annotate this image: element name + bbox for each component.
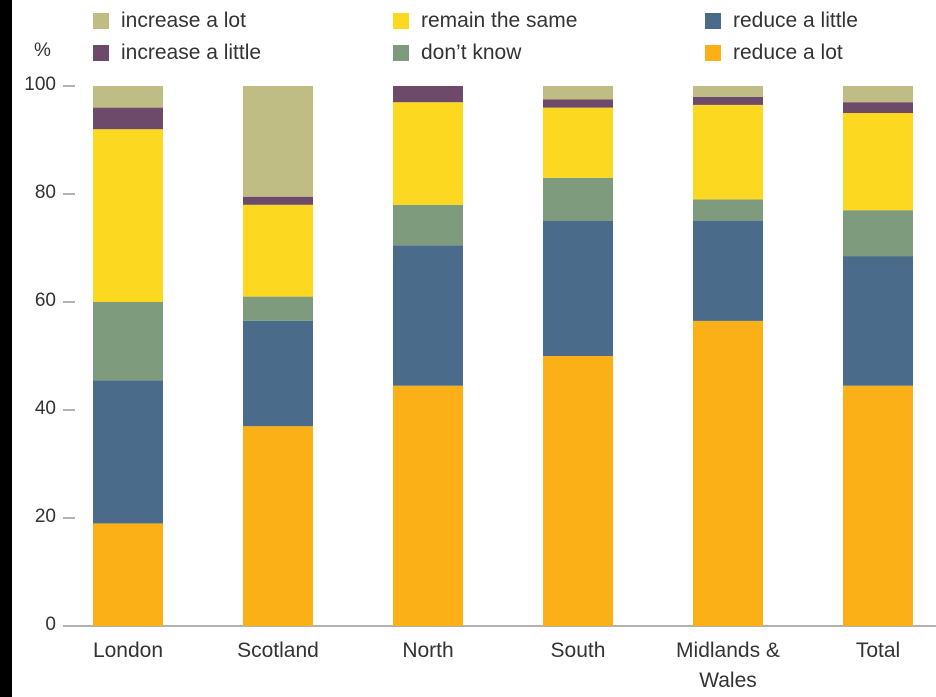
bar-segment-increase-a-lot: [693, 86, 763, 97]
legend-swatch: [705, 13, 721, 29]
bar-segment-remain-the-same: [693, 104, 763, 200]
bar-segment-don-t-know: [543, 177, 613, 221]
bar-segment-reduce-a-little: [543, 221, 613, 356]
y-axis-unit-label: %: [34, 40, 51, 61]
bar-segment-reduce-a-little: [843, 256, 913, 386]
legend-swatch: [705, 45, 721, 61]
legend-label: don’t know: [421, 41, 522, 64]
x-tick-label: Scotland: [237, 639, 319, 662]
bar-segment-don-t-know: [393, 204, 463, 246]
bar-segment-reduce-a-lot: [843, 385, 913, 626]
x-tick-label: Midlands & Wales: [676, 639, 780, 692]
legend-label: increase a lot: [121, 9, 246, 32]
bar-segment-remain-the-same: [393, 102, 463, 205]
bar-segment-don-t-know: [243, 296, 313, 321]
chart-panel: [12, 0, 936, 697]
bar-segment-reduce-a-little: [393, 245, 463, 386]
bar-segment-increase-a-little: [843, 102, 913, 113]
y-tick-label: 100: [24, 74, 56, 95]
bar-segment-remain-the-same: [843, 113, 913, 211]
legend-label: reduce a little: [733, 9, 858, 32]
bar-segment-reduce-a-lot: [393, 385, 463, 626]
legend-label: reduce a lot: [733, 41, 843, 64]
legend-label: increase a little: [121, 41, 262, 64]
bar-segment-increase-a-lot: [843, 86, 913, 103]
y-tick-label: 40: [34, 398, 56, 419]
bar-segment-reduce-a-lot: [543, 356, 613, 626]
legend-item-reduce-a-lot: reduce a lot: [705, 41, 843, 65]
y-tick-label: 0: [45, 614, 56, 635]
y-tick-label: 20: [34, 506, 56, 527]
bar-segment-don-t-know: [843, 210, 913, 257]
bar-segment-increase-a-little: [693, 96, 763, 105]
bar-segment-remain-the-same: [543, 107, 613, 178]
bar-segment-reduce-a-lot: [693, 320, 763, 626]
bar-segment-reduce-a-lot: [243, 426, 313, 626]
bar-segment-don-t-know: [93, 302, 163, 381]
legend-swatch: [93, 45, 109, 61]
x-tick-label: Total: [855, 639, 901, 662]
bar-segment-increase-a-little: [243, 196, 313, 205]
legend-swatch: [93, 13, 109, 29]
y-tick-label: 60: [34, 290, 56, 311]
bar-segment-increase-a-lot: [93, 86, 163, 108]
bar-segment-remain-the-same: [243, 204, 313, 297]
bar-segment-increase-a-little: [93, 107, 163, 130]
bar-segment-reduce-a-little: [93, 380, 163, 524]
bar-segment-reduce-a-lot: [93, 523, 163, 626]
bar-segment-increase-a-lot: [543, 86, 613, 100]
bar-segment-remain-the-same: [93, 129, 163, 302]
legend-item-dont-know: don’t know: [393, 41, 521, 65]
bar-segment-increase-a-little: [543, 99, 613, 108]
x-tick-label: North: [402, 639, 454, 662]
bar-segment-increase-a-lot: [243, 86, 313, 197]
legend-swatch: [393, 45, 409, 61]
bar-segment-reduce-a-little: [693, 221, 763, 321]
x-tick-label: South: [550, 639, 606, 662]
legend-item-reduce-a-little: reduce a little: [705, 9, 858, 33]
legend-item-remain-the-same: remain the same: [393, 9, 577, 33]
legend-item-increase-a-little: increase a little: [93, 41, 261, 65]
bar-segment-don-t-know: [693, 199, 763, 221]
y-tick-label: 80: [34, 182, 56, 203]
x-tick-label: London: [92, 639, 164, 662]
legend-item-increase-a-lot: increase a lot: [93, 9, 246, 33]
legend-swatch: [393, 13, 409, 29]
legend-label: remain the same: [421, 9, 578, 32]
bar-segment-increase-a-little: [393, 86, 463, 103]
bar-segment-reduce-a-little: [243, 320, 313, 427]
